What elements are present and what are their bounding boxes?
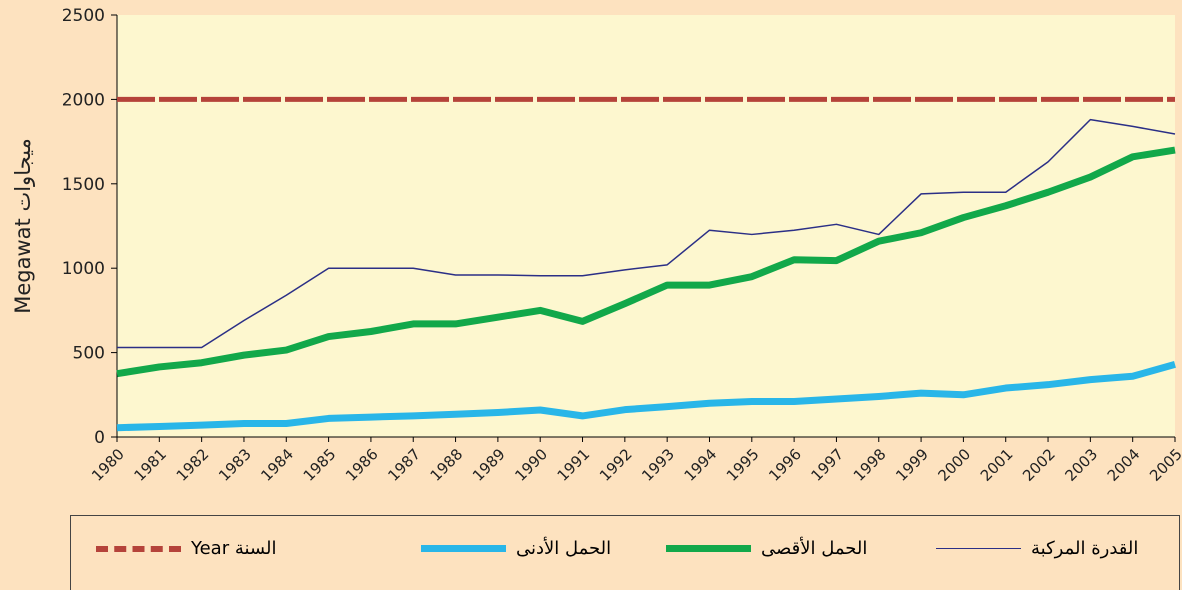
y-tick-label: 0: [94, 428, 105, 448]
x-tick-label: 1984: [257, 445, 297, 485]
legend-swatch: [421, 545, 506, 552]
legend-item: الحمل الأقصى: [666, 538, 867, 559]
x-tick-label: 1982: [173, 445, 213, 485]
y-tick-label: 1500: [62, 175, 105, 195]
x-tick-label: 1980: [88, 445, 128, 485]
y-tick-label: 2500: [62, 6, 105, 26]
y-tick-label: 1000: [62, 259, 105, 279]
y-tick-label: 500: [73, 344, 105, 364]
x-tick-label: 2004: [1104, 445, 1144, 485]
legend-item: الحمل الأدنى: [421, 538, 611, 559]
legend-label: الحمل الأدنى: [516, 538, 612, 559]
x-tick-label: 1997: [808, 445, 848, 485]
legend-swatch: [96, 545, 181, 552]
x-tick-label: 1990: [511, 445, 551, 485]
x-tick-label: 1989: [469, 445, 509, 485]
x-tick-label: 1996: [765, 445, 805, 485]
x-tick-label: 1992: [596, 445, 636, 485]
legend-swatch: [666, 545, 751, 552]
x-tick-label: 1993: [638, 445, 678, 485]
x-tick-label: 2000: [934, 445, 974, 485]
x-tick-label: 1991: [554, 445, 594, 485]
series-line: [116, 146, 1176, 378]
legend-label: السنة Year: [191, 538, 277, 559]
y-axis-label: Megawat ميجاوات: [11, 138, 35, 314]
x-tick-label: 1987: [384, 445, 424, 485]
legend-item: السنة Year: [96, 538, 276, 559]
x-tick-label: 1995: [723, 445, 763, 485]
x-tick-label: 1988: [427, 445, 467, 485]
legend-swatch: [936, 548, 1021, 549]
x-tick-label: 1999: [892, 445, 932, 485]
series-line: [117, 118, 1176, 349]
x-tick-label: 1986: [342, 445, 382, 485]
legend-label: الحمل الأقصى: [761, 538, 868, 559]
plot-area: [117, 15, 1175, 437]
x-tick-label: 1983: [215, 445, 255, 485]
y-tick-label: 2000: [62, 90, 105, 110]
x-tick-label: 2003: [1061, 445, 1101, 485]
legend-label: القدرة المركبة: [1031, 538, 1139, 559]
x-tick-label: 1994: [681, 445, 721, 485]
legend-item: القدرة المركبة: [936, 538, 1138, 559]
x-tick-label: 2001: [977, 445, 1017, 485]
x-tick-label: 2005: [1146, 445, 1182, 485]
x-tick-label: 2002: [1019, 445, 1059, 485]
x-tick-label: 1985: [300, 445, 340, 485]
legend: السنة Year الحمل الأدنى الحمل الأقصى القدرة…: [70, 515, 1180, 590]
x-tick-label: 1998: [850, 445, 890, 485]
series-line: [116, 361, 1176, 432]
x-tick-label: 1981: [130, 445, 170, 485]
